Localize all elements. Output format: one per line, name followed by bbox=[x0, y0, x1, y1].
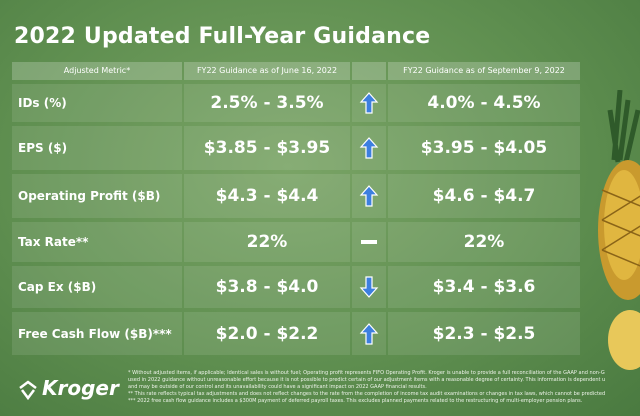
title: 2022 Updated Full-Year Guidance bbox=[14, 24, 431, 49]
metric-cell: Cap Ex ($B) bbox=[12, 266, 182, 308]
column-header: FY22 Guidance as of September 9, 2022 bbox=[388, 62, 580, 80]
metric-cell: Tax Rate** bbox=[12, 222, 182, 262]
logo-icon bbox=[19, 380, 37, 401]
footnote: and may be outside of our control and it… bbox=[128, 384, 427, 390]
september-guidance: 4.0% - 4.5% bbox=[388, 84, 580, 122]
june-guidance: $3.8 - $4.0 bbox=[184, 266, 350, 308]
september-guidance: $4.6 - $4.7 bbox=[388, 174, 580, 218]
june-guidance: 22% bbox=[184, 222, 350, 262]
change-arrow bbox=[361, 240, 377, 244]
column-header: Adjusted Metric* bbox=[12, 62, 182, 80]
footnote: used in 2022 guidance without unreasonab… bbox=[128, 377, 606, 383]
september-guidance: $2.3 - $2.5 bbox=[388, 312, 580, 355]
flat-dash bbox=[361, 240, 377, 244]
column-header-spacer bbox=[352, 62, 386, 80]
footnote: * Without adjusted items, if applicable;… bbox=[128, 370, 605, 376]
june-guidance: $3.85 - $3.95 bbox=[184, 126, 350, 170]
september-guidance: $3.4 - $3.6 bbox=[388, 266, 580, 308]
footnotes: * Without adjusted items, if applicable;… bbox=[128, 370, 640, 405]
arrow-shape bbox=[359, 185, 379, 207]
june-guidance: 2.5% - 3.5% bbox=[184, 84, 350, 122]
arrow-shape bbox=[359, 92, 379, 114]
logo: Kroger bbox=[42, 376, 119, 400]
september-guidance: $3.95 - $4.05 bbox=[388, 126, 580, 170]
change-arrow bbox=[359, 137, 379, 159]
arrow-shape bbox=[359, 137, 379, 159]
june-guidance: $4.3 - $4.4 bbox=[184, 174, 350, 218]
june-guidance: $2.0 - $2.2 bbox=[184, 312, 350, 355]
pineapple-decoration bbox=[598, 90, 640, 370]
metric-cell: Operating Profit ($B) bbox=[12, 174, 182, 218]
september-guidance: 22% bbox=[388, 222, 580, 262]
metric-cell: IDs (%) bbox=[12, 84, 182, 122]
footnote: ** This rate reflects typical tax adjust… bbox=[128, 391, 606, 397]
arrow-shape bbox=[359, 322, 379, 345]
change-arrow bbox=[359, 322, 379, 345]
arrow-shape bbox=[359, 276, 379, 298]
column-header: FY22 Guidance as of June 16, 2022 bbox=[184, 62, 350, 80]
change-arrow bbox=[359, 185, 379, 207]
change-arrow bbox=[359, 276, 379, 298]
metric-cell: Free Cash Flow ($B)*** bbox=[12, 312, 182, 355]
change-arrow bbox=[359, 92, 379, 114]
metric-cell: EPS ($) bbox=[12, 126, 182, 170]
footnote: *** 2022 free cash flow guidance include… bbox=[128, 398, 583, 404]
